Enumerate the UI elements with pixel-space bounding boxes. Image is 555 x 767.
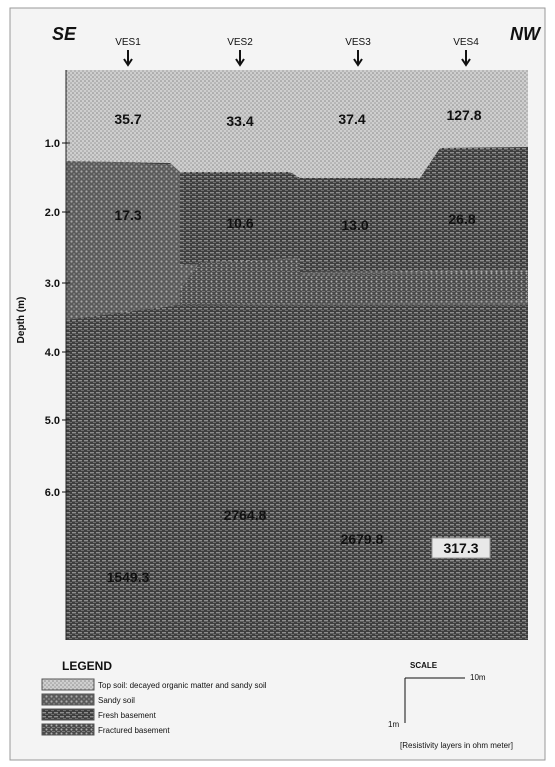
scale-title: SCALE <box>410 661 438 670</box>
topsoil-value: 37.4 <box>338 111 365 127</box>
depth-tick: 6.0 <box>45 487 60 499</box>
depth-axis-label: Depth (m) <box>16 297 27 344</box>
basement-value: 1549.3 <box>107 569 150 585</box>
topsoil-value: 127.8 <box>446 107 481 123</box>
station-label: VES3 <box>345 37 371 48</box>
topsoil-value: 33.4 <box>226 113 253 129</box>
station-label: VES4 <box>453 37 479 48</box>
station-label: VES1 <box>115 37 141 48</box>
depth-tick: 5.0 <box>45 415 60 427</box>
depth-tick: 2.0 <box>45 207 60 219</box>
legend-label: Fresh basement <box>98 711 157 720</box>
legend-swatch <box>42 709 94 720</box>
basement-value: 2679.8 <box>341 531 384 547</box>
basement-value: 317.3 <box>443 540 478 556</box>
depth-tick: 4.0 <box>45 347 60 359</box>
legend-label: Fractured basement <box>98 726 170 735</box>
page: SE NW VES1 VES2 VES3 VES4 35.7 33.4 37.4… <box>0 0 555 767</box>
topsoil-value: 35.7 <box>114 111 141 127</box>
direction-left: SE <box>52 24 77 44</box>
direction-right: NW <box>510 24 542 44</box>
depth-tick: 1.0 <box>45 138 60 150</box>
legend-title: LEGEND <box>62 659 112 673</box>
basement-value: 2764.8 <box>224 507 267 523</box>
legend-swatch <box>42 679 94 690</box>
station-label: VES2 <box>227 37 253 48</box>
legend-swatch <box>42 694 94 705</box>
depth-tick: 3.0 <box>45 278 60 290</box>
sandy-value: 26.8 <box>448 211 475 227</box>
sandy-value: 13.0 <box>341 217 368 233</box>
sandy-value: 17.3 <box>114 207 141 223</box>
sandy-value: 10.6 <box>226 215 253 231</box>
legend-swatch <box>42 724 94 735</box>
legend-label: Top soil: decayed organic matter and san… <box>98 681 267 690</box>
scale-note: [Resistivity layers in ohm meter] <box>400 741 513 750</box>
legend-label: Sandy soil <box>98 696 135 705</box>
scale-horizontal: 10m <box>470 673 486 682</box>
scale-vertical: 1m <box>388 720 399 729</box>
